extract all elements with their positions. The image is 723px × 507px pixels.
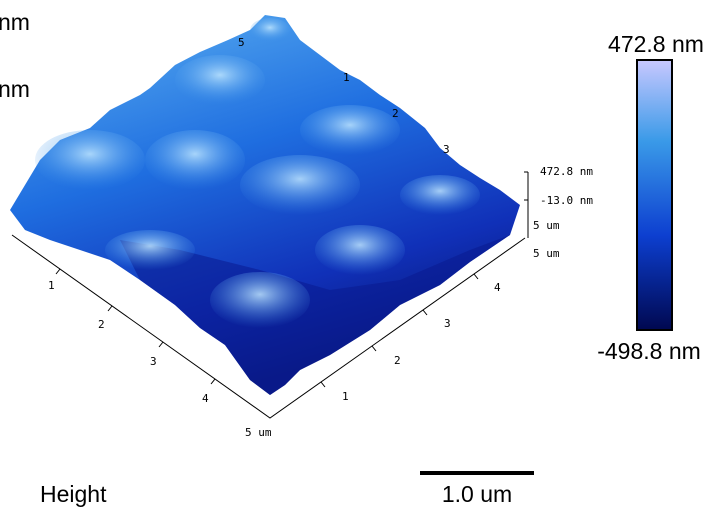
scale-bar-label: 1.0 um <box>442 481 512 507</box>
colorbar-max: 472.8 nm <box>608 31 704 57</box>
right-tick: 4 <box>494 281 501 294</box>
x-end: 5 um <box>533 219 560 232</box>
left-tick: 3 <box>150 355 157 368</box>
left-tick: 1 <box>48 279 55 292</box>
back-tick: 2 <box>392 107 399 120</box>
left-end: 5 um <box>245 426 272 439</box>
axes <box>11 171 529 419</box>
header-label: nm <box>0 9 30 35</box>
right-tick: 1 <box>342 390 349 403</box>
left-tick: 2 <box>98 318 105 331</box>
back-tick: 1 <box>343 71 350 84</box>
left-tick: 4 <box>202 392 209 405</box>
back-tick: 3 <box>443 143 450 156</box>
z-max: 472.8 nm <box>540 165 593 178</box>
z-mid: -13.0 nm <box>540 194 593 207</box>
right-tick: 3 <box>444 317 451 330</box>
back-tick: 5 <box>238 36 245 49</box>
colorbar-min: -498.8 nm <box>597 338 701 364</box>
right-tick: 2 <box>394 354 401 367</box>
colorbar <box>636 59 673 331</box>
surface <box>10 15 520 395</box>
header-label: nm <box>0 76 30 102</box>
caption-title: Height <box>40 481 107 507</box>
y-end: 5 um <box>533 247 560 260</box>
